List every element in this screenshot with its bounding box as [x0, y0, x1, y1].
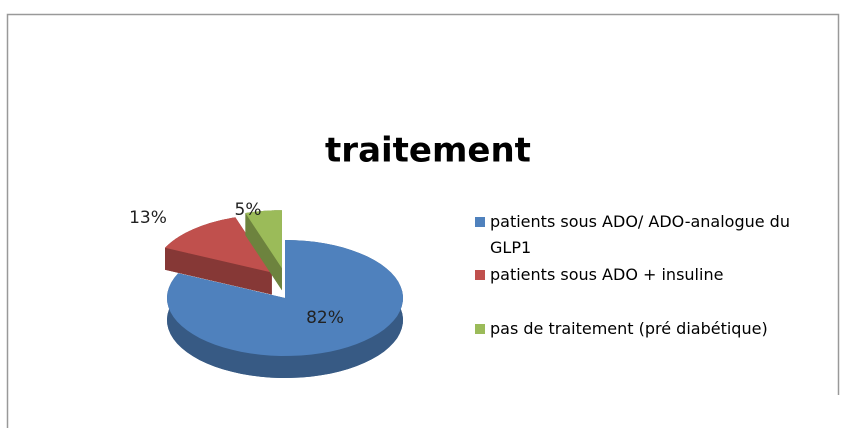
- legend-label: patients sous ADO/ ADO-analogue du GLP1: [490, 212, 790, 257]
- data-label: 13%: [129, 208, 167, 228]
- slice: [165, 217, 272, 273]
- chart-frame: [6, 13, 840, 428]
- legend-swatch: [475, 270, 485, 280]
- data-label: 82%: [306, 308, 344, 328]
- legend-swatch: [475, 324, 485, 334]
- slice: [245, 210, 282, 269]
- legend-swatch: [475, 217, 485, 227]
- slice-side: [245, 213, 282, 291]
- legend-label: patients sous ADO + insuline: [490, 265, 724, 284]
- data-label: 5%: [235, 200, 262, 220]
- slice-side: [165, 247, 272, 295]
- legend-label: pas de traitement (pré diabétique): [490, 319, 768, 338]
- slice: [167, 240, 403, 356]
- chart-title: traitement: [325, 131, 531, 171]
